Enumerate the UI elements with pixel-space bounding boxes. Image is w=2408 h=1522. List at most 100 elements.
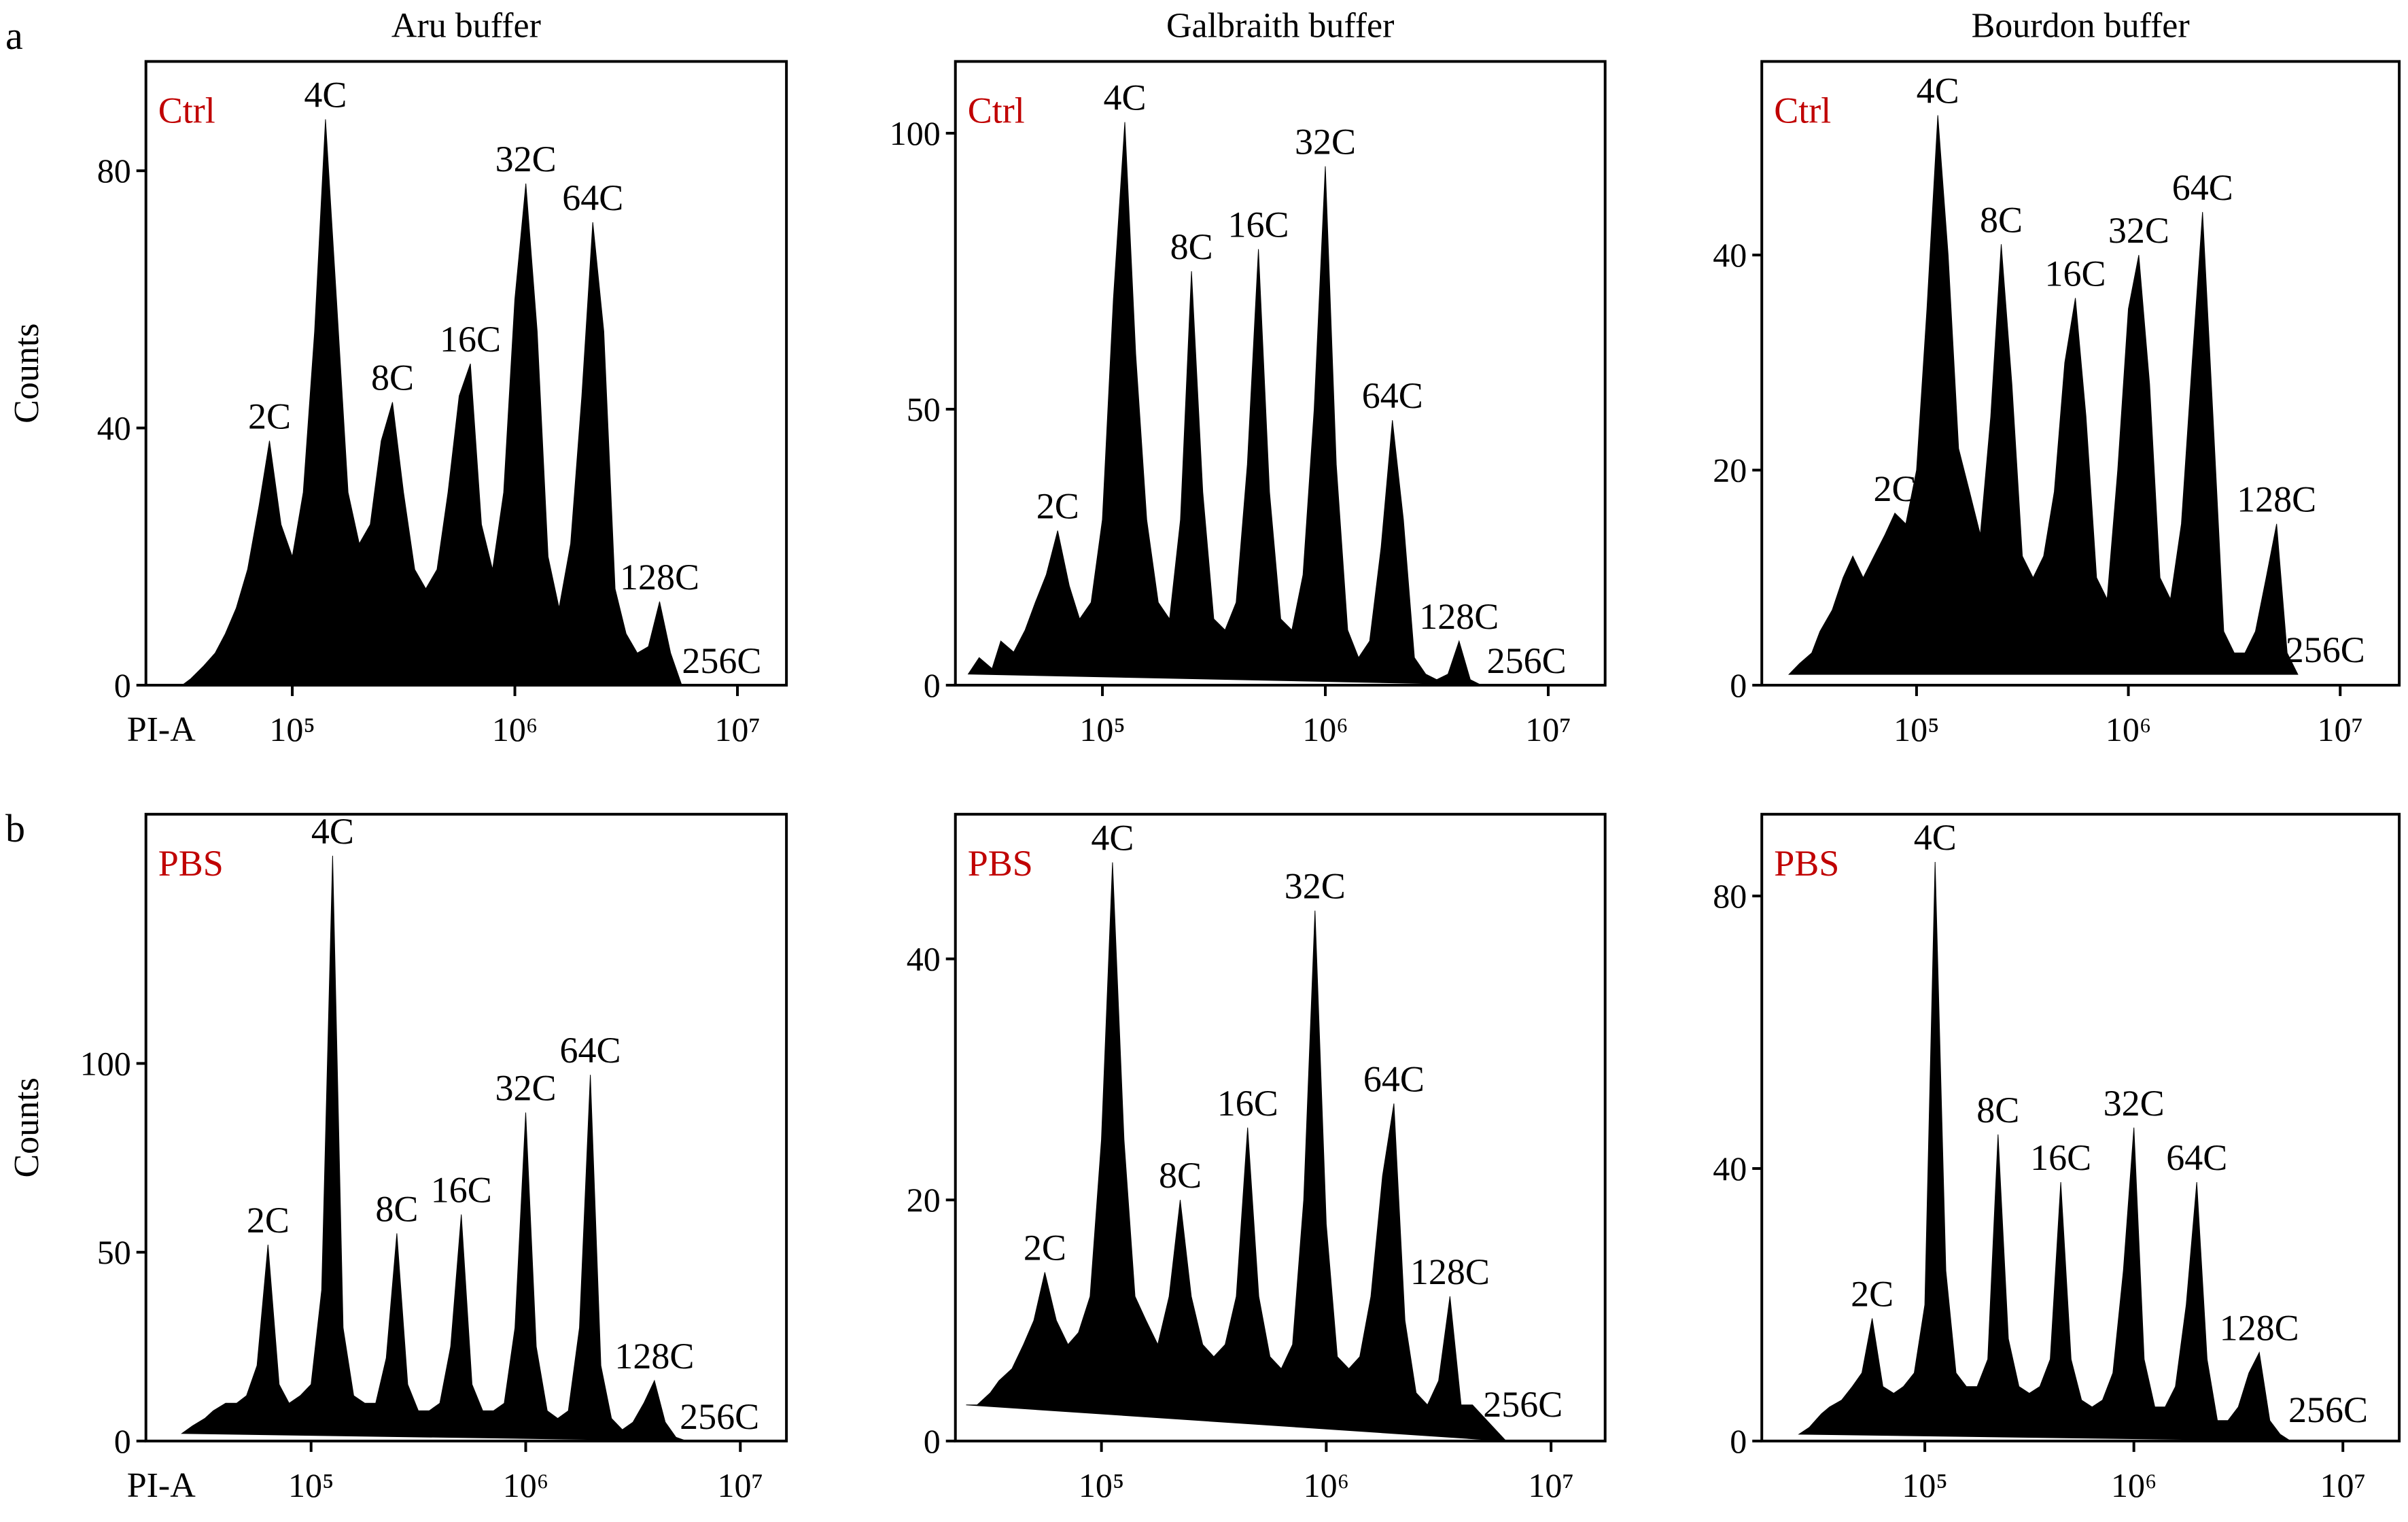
peak-label: 4C <box>1914 817 1957 858</box>
y-tick-label: 20 <box>907 1181 941 1219</box>
plot-frame <box>144 812 788 1442</box>
histogram-area <box>967 122 1504 686</box>
y-tick-label: 100 <box>890 114 941 152</box>
peak-label: 2C <box>248 396 291 437</box>
column-title: Galbraith buffer <box>1166 6 1394 45</box>
column-title: Bourdon buffer <box>1972 6 2190 45</box>
peak-label: 256C <box>2286 629 2365 670</box>
peak-label: 128C <box>1410 1251 1490 1292</box>
plot-frame <box>144 60 788 687</box>
peak-label: 8C <box>1980 199 2023 240</box>
peak-label: 128C <box>1419 596 1499 637</box>
peak-label: 32C <box>495 139 557 179</box>
x-tick-label: 10⁷ <box>2320 1466 2366 1504</box>
histogram-area <box>181 855 698 1442</box>
peak-label: 32C <box>2104 1083 2165 1124</box>
panel-label: b <box>5 806 25 850</box>
y-tick-label: 20 <box>1713 451 1747 489</box>
peak-label: 16C <box>1228 204 1289 245</box>
y-tick-label: 80 <box>1713 877 1747 915</box>
y-tick-label: 0 <box>114 666 131 704</box>
peak-label: 128C <box>2237 479 2316 520</box>
peak-label: 256C <box>1487 640 1567 681</box>
y-tick-label: 0 <box>1730 666 1747 704</box>
y-tick-label: 40 <box>1713 236 1747 274</box>
x-tick-label: 10⁵ <box>1894 710 1939 748</box>
x-tick-label: 10⁵ <box>1902 1466 1947 1504</box>
peak-label: 64C <box>2172 167 2233 208</box>
condition-label: Ctrl <box>1774 90 1831 131</box>
peak-label: 64C <box>560 1030 621 1071</box>
x-tick-label: 10⁷ <box>718 1466 763 1504</box>
peak-label: 8C <box>1976 1090 2019 1130</box>
condition-label: Ctrl <box>158 90 215 131</box>
x-tick-label: 10⁶ <box>2111 1466 2157 1504</box>
histogram-area <box>1798 861 2301 1442</box>
x-tick-label: 10⁵ <box>1079 1466 1124 1504</box>
column-title: Aru buffer <box>391 6 541 45</box>
x-tick-label: 10⁷ <box>1525 710 1571 748</box>
peak-label: 2C <box>247 1200 290 1241</box>
peak-label: 16C <box>1217 1083 1278 1124</box>
peak-label: 8C <box>1159 1155 1202 1196</box>
peak-label: 16C <box>2045 253 2106 294</box>
y-tick-label: 50 <box>907 390 941 428</box>
peak-label: 2C <box>1851 1273 1894 1314</box>
peak-label: 128C <box>620 557 699 598</box>
peak-label: 16C <box>431 1170 492 1211</box>
peak-label: 128C <box>614 1336 694 1377</box>
peak-label: 4C <box>311 811 354 852</box>
x-tick-label: 10⁶ <box>492 710 538 748</box>
histogram-area <box>1788 115 2299 675</box>
peak-label: 64C <box>562 177 623 218</box>
y-tick-label: 0 <box>114 1422 131 1460</box>
x-tick-label: 10⁶ <box>1304 1466 1349 1504</box>
peak-label: 8C <box>375 1188 418 1229</box>
y-tick-label: 0 <box>924 1422 941 1460</box>
y-tick-label: 40 <box>907 940 941 978</box>
peak-label: 8C <box>371 358 414 398</box>
peak-label: 64C <box>2166 1137 2227 1178</box>
peak-label: 32C <box>1295 122 1356 162</box>
peak-label: 16C <box>440 319 501 360</box>
peak-label: 2C <box>1873 468 1916 509</box>
peak-label: 64C <box>1362 375 1423 416</box>
plot-frame <box>954 60 1607 687</box>
x-tick-label: 10⁶ <box>503 1466 548 1504</box>
x-tick-label: 10⁷ <box>714 710 760 748</box>
y-axis-label: Counts <box>7 323 46 423</box>
x-tick-label: 10⁵ <box>288 1466 334 1504</box>
peak-label: 4C <box>1917 71 1959 111</box>
y-tick-label: 50 <box>97 1233 131 1271</box>
condition-label: PBS <box>968 843 1033 884</box>
x-tick-label: 10⁵ <box>269 710 315 748</box>
panel-label: a <box>5 14 23 58</box>
peak-label: 256C <box>2288 1389 2368 1430</box>
condition-label: Ctrl <box>968 90 1025 131</box>
x-tick-label: 10⁶ <box>1302 710 1348 748</box>
peak-label: 128C <box>2220 1308 2299 1349</box>
peak-label: 256C <box>1483 1384 1563 1425</box>
peak-label: 256C <box>682 640 761 681</box>
x-tick-label: 10⁷ <box>1528 1466 1573 1504</box>
peak-label: 32C <box>495 1068 556 1109</box>
peak-label: 2C <box>1024 1228 1066 1268</box>
peak-label: 8C <box>1170 226 1213 267</box>
condition-label: PBS <box>1774 843 1839 884</box>
x-axis-label: PI-A <box>127 1466 196 1505</box>
peak-label: 32C <box>1285 866 1346 907</box>
condition-label: PBS <box>158 843 224 884</box>
y-tick-label: 40 <box>1713 1149 1747 1188</box>
x-tick-label: 10⁶ <box>2106 710 2151 748</box>
peak-label: 4C <box>1091 818 1134 859</box>
y-tick-label: 0 <box>1730 1422 1747 1460</box>
peak-label: 16C <box>2030 1137 2091 1178</box>
plot-frame <box>1760 812 2401 1442</box>
y-tick-label: 40 <box>97 409 131 447</box>
histogram-area <box>966 862 1507 1442</box>
peak-label: 4C <box>304 75 347 116</box>
y-tick-label: 0 <box>924 666 941 704</box>
peak-label: 256C <box>680 1396 759 1437</box>
histogram-area <box>158 119 693 686</box>
